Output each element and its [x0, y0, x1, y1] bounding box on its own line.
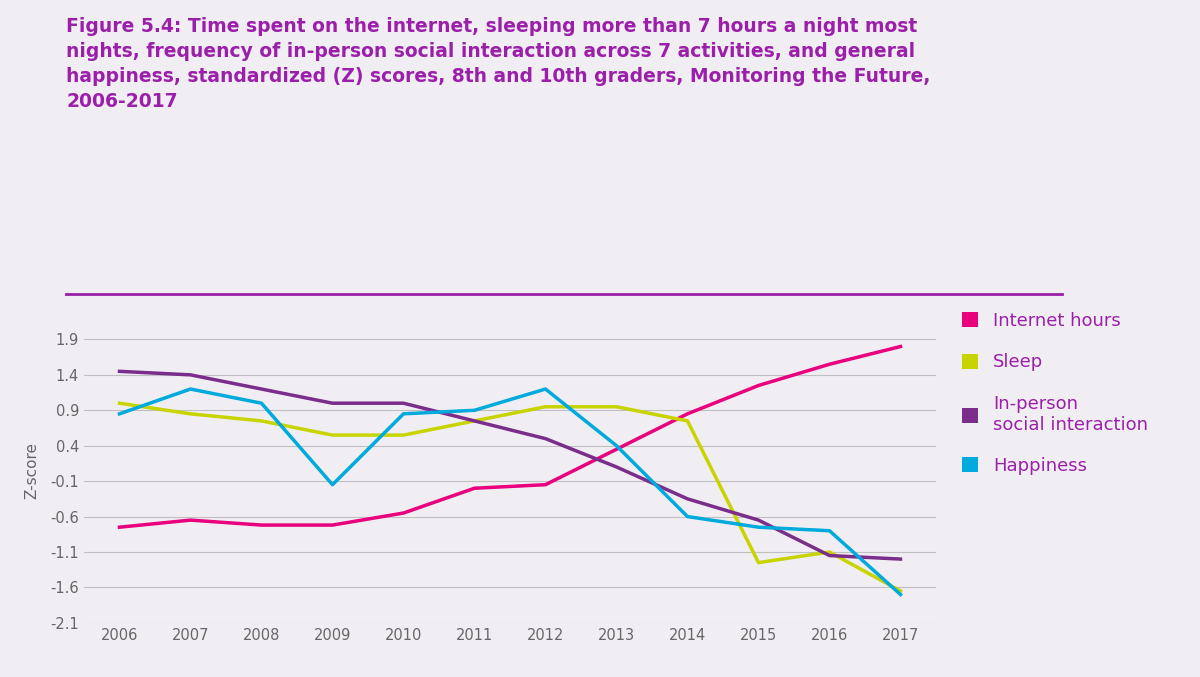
Y-axis label: Z-score: Z-score	[24, 442, 40, 499]
Legend: Internet hours, Sleep, In-person
social interaction, Happiness: Internet hours, Sleep, In-person social …	[962, 312, 1147, 475]
Text: Figure 5.4: Time spent on the internet, sleeping more than 7 hours a night most
: Figure 5.4: Time spent on the internet, …	[66, 17, 930, 111]
